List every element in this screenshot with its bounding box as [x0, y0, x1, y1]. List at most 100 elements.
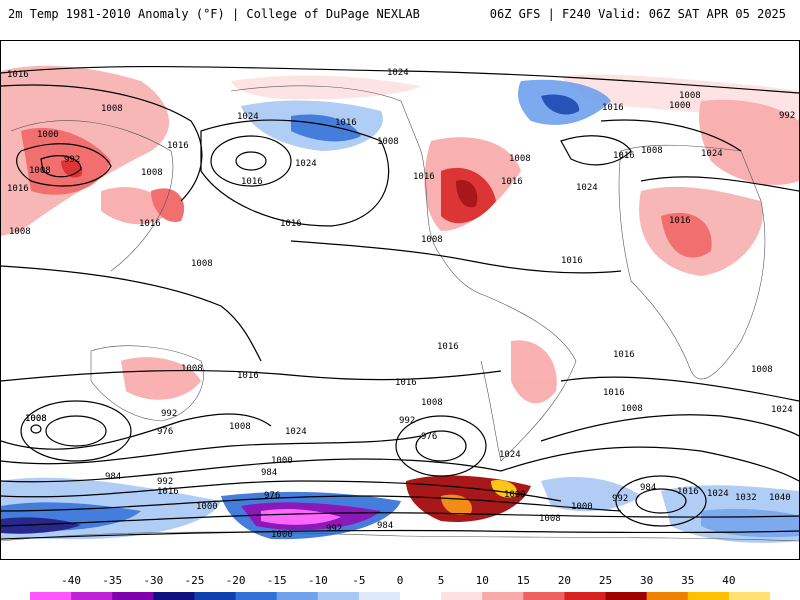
colorbar-swatch: [112, 592, 154, 600]
colorbar-tick-label: 0: [396, 574, 404, 587]
isobar-label: 1016: [613, 350, 635, 360]
isobar-label: 1016: [241, 177, 263, 187]
colorbar-tick-labels: -40 -35 -30 -25 -20 -15 -10 -5 0 5 10 15 20 25 30 35 40: [0, 574, 800, 590]
model-run-info: 06Z GFS | F240 Valid: 06Z SAT APR 05 202…: [489, 7, 786, 21]
colorbar-tick-label: 20: [557, 574, 572, 587]
isobar-label: 992: [779, 111, 795, 121]
colorbar-swatch: [728, 592, 770, 600]
map-title: 2m Temp 1981-2010 Anomaly (°F) | College…: [8, 7, 420, 21]
isobar-label: 1008: [421, 398, 443, 408]
isobar-label: 1016: [7, 70, 29, 80]
isobar-label: 984: [640, 483, 656, 493]
isobar-label: 1016: [603, 388, 625, 398]
isobar-label: 1016: [335, 118, 357, 128]
isobar-label: 1008: [25, 414, 47, 424]
isobar-label: 1008: [509, 154, 531, 164]
isobar-label: 1000: [504, 490, 526, 500]
isobar-label: 1016: [167, 141, 189, 151]
colorbar: [30, 592, 770, 600]
colorbar-tick-label: 15: [516, 574, 530, 587]
isobar-label: 1016: [501, 177, 523, 187]
map-header: 2m Temp 1981-2010 Anomaly (°F) | College…: [0, 0, 800, 28]
isobar-label: 1016: [139, 219, 161, 229]
isobar-label: 1024: [237, 112, 259, 122]
colorbar-tick-label: -5: [352, 574, 366, 587]
isobar-label: 1024: [285, 427, 307, 437]
colorbar-swatch: [358, 592, 401, 600]
colorbar-tick-label: 5: [437, 574, 445, 587]
colorbar-tick-label: -10: [307, 574, 328, 587]
isobar-label: 1024: [701, 149, 723, 159]
isobar-label: 1016: [395, 378, 417, 388]
isobar-label: 1008: [101, 104, 123, 114]
isobar-label: 1000: [669, 101, 691, 111]
colorbar-swatch: [523, 592, 565, 600]
isobar-label: 1024: [499, 450, 521, 460]
colorbar-swatch: [687, 592, 730, 600]
isobar-label: 1016: [280, 219, 302, 229]
isobar-label: 1000: [271, 456, 293, 466]
colorbar-swatch: [605, 592, 648, 600]
isobar-label: 992: [399, 416, 415, 426]
colorbar-swatch: [317, 592, 360, 600]
isobar-label: 1008: [141, 168, 163, 178]
weather-map: 1016 1024 1008 1000 992 1016 1008 1016 1…: [0, 40, 800, 560]
isobar-label: 1024: [707, 489, 729, 499]
isobar-label: 1040: [769, 493, 791, 503]
isobar-label: 1008: [229, 422, 251, 432]
map-canvas: 1016 1024 1008 1000 992 1016 1008 1016 1…: [1, 65, 799, 543]
isobar-label: 984: [105, 472, 121, 482]
isobar-label: 1016: [613, 151, 635, 161]
isobar-label: 1008: [191, 259, 213, 269]
colorbar-swatch: [235, 592, 278, 600]
colorbar-swatch: [646, 592, 689, 600]
isobar-label: 1016: [669, 216, 691, 226]
isobar-label: 1008: [621, 404, 643, 414]
isobar-label: 1008: [679, 91, 701, 101]
isobar-label: 992: [64, 155, 80, 165]
isobar-label: 1008: [181, 364, 203, 374]
colorbar-tick-label: -15: [266, 574, 287, 587]
isobar-label: 1016: [437, 342, 459, 352]
colorbar-tick-label: -25: [184, 574, 205, 587]
colorbar-swatch: [482, 592, 524, 600]
colorbar-tick-label: -30: [143, 574, 164, 587]
coastlines: [1, 85, 799, 542]
isobar-label: 992: [326, 524, 342, 534]
isobar-label: 1008: [641, 146, 663, 156]
isobar-labels: 1016 1024 1008 1000 992 1016 1008 1016 1…: [7, 68, 795, 540]
warm-anomaly-shading: [1, 65, 799, 522]
isobar-label: 1016: [413, 172, 435, 182]
colorbar-tick-label: 10: [475, 574, 489, 587]
isobar-label: 1024: [771, 405, 793, 415]
colorbar-tick-label: 40: [722, 574, 736, 587]
isobar-lines: [1, 65, 799, 540]
colorbar-swatch: [194, 592, 237, 600]
isobar-label: 1024: [576, 183, 598, 193]
colorbar-tick-label: -20: [225, 574, 246, 587]
isobar-label: 1000: [571, 502, 593, 512]
isobar-label: 1008: [25, 414, 47, 424]
isobar-label: 1008: [9, 227, 31, 237]
isobar-label: 1024: [387, 68, 409, 78]
colorbar-swatch: [71, 592, 113, 600]
isobar-label: 1000: [271, 530, 293, 540]
isobar-label: 1016: [157, 487, 179, 497]
colorbar-swatch: [564, 592, 607, 600]
isobar-label: 1016: [7, 184, 29, 194]
isobar-label: 1016: [602, 103, 624, 113]
colorbar-swatch: [441, 592, 483, 600]
isobar-label: 984: [377, 521, 393, 531]
isobar-label: 1008: [377, 137, 399, 147]
isobar-label: 1016: [677, 487, 699, 497]
isobar-label: 1008: [539, 514, 561, 524]
isobar-label: 992: [157, 477, 173, 487]
isobar-label: 984: [261, 468, 277, 478]
colorbar-tick-label: 35: [681, 574, 695, 587]
isobar-label: 976: [421, 432, 437, 442]
isobar-label: 1000: [196, 502, 218, 512]
colorbar-tick-label: 30: [640, 574, 654, 587]
colorbar-swatch: [153, 592, 195, 600]
isobar-label: 1008: [751, 365, 773, 375]
colorbar-tick-label: -35: [102, 574, 123, 587]
